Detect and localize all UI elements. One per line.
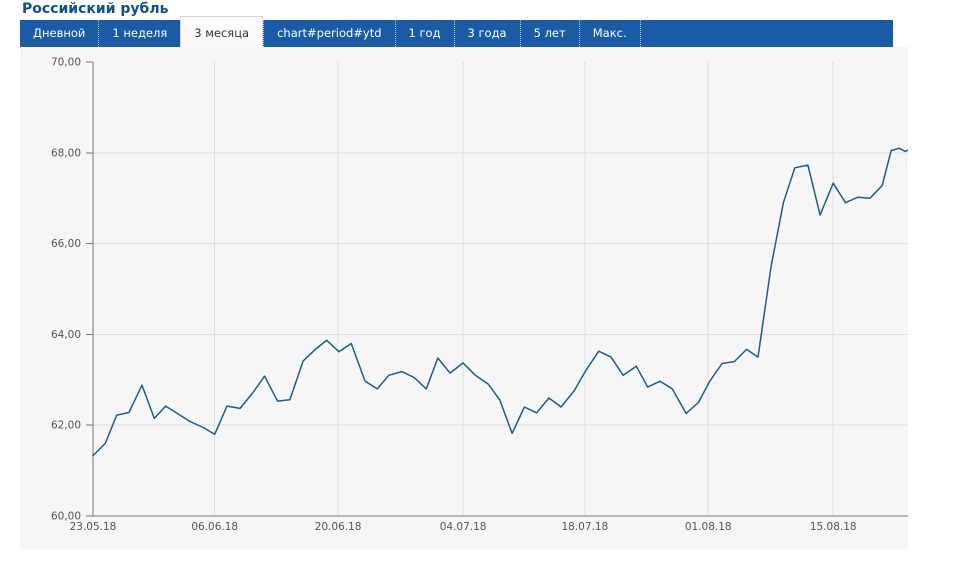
price-line-chart[interactable]: 60,00 62,00 64,00 66,00 68,00 70,00 23.05.18 06… <box>20 47 908 549</box>
tab-1-week[interactable]: 1 неделя <box>98 20 180 47</box>
x-axis-labels: 23.05.18 06.06.18 20.06.18 04.07.18 18.07.18… <box>70 521 857 533</box>
y-tick-label: 62,00 <box>51 420 81 432</box>
tab-3-months[interactable]: 3 месяца <box>180 16 264 47</box>
tab-1-year[interactable]: 1 год <box>394 20 454 47</box>
y-axis-labels: 60,00 62,00 64,00 66,00 68,00 70,00 <box>51 57 93 523</box>
x-tick-label: 20.06.18 <box>315 521 362 533</box>
x-tick-label: 04.07.18 <box>440 521 487 533</box>
x-tick-label: 06.06.18 <box>191 521 238 533</box>
x-tick-label: 18.07.18 <box>561 521 608 533</box>
tab-ytd[interactable]: chart#period#ytd <box>263 20 394 47</box>
tab-5-years[interactable]: 5 лет <box>519 20 579 47</box>
y-tick-label: 60,00 <box>51 511 81 523</box>
axes <box>92 62 908 517</box>
tab-3-years[interactable]: 3 года <box>453 20 520 47</box>
x-gridlines <box>214 62 834 516</box>
y-tick-label: 64,00 <box>51 329 81 341</box>
y-tick-label: 70,00 <box>51 57 81 69</box>
tab-max[interactable]: Макс. <box>578 20 640 47</box>
y-tick-label: 66,00 <box>51 238 81 250</box>
price-line <box>92 147 908 457</box>
tab-divider <box>639 20 641 47</box>
y-gridlines <box>93 152 908 426</box>
x-tick-label: 15.08.18 <box>810 521 857 533</box>
tab-daily[interactable]: Дневной <box>33 26 86 40</box>
y-tick-label: 68,00 <box>51 147 81 159</box>
chart-panel: 60,00 62,00 64,00 66,00 68,00 70,00 23.05.18 06… <box>20 47 908 549</box>
x-tick-label: 01.08.18 <box>685 521 732 533</box>
period-tab-bar: Дневной 1 неделя 3 месяца chart#period#y… <box>20 16 893 47</box>
page-title: Российский рубль <box>22 1 169 17</box>
x-tick-label: 23.05.18 <box>70 521 117 533</box>
